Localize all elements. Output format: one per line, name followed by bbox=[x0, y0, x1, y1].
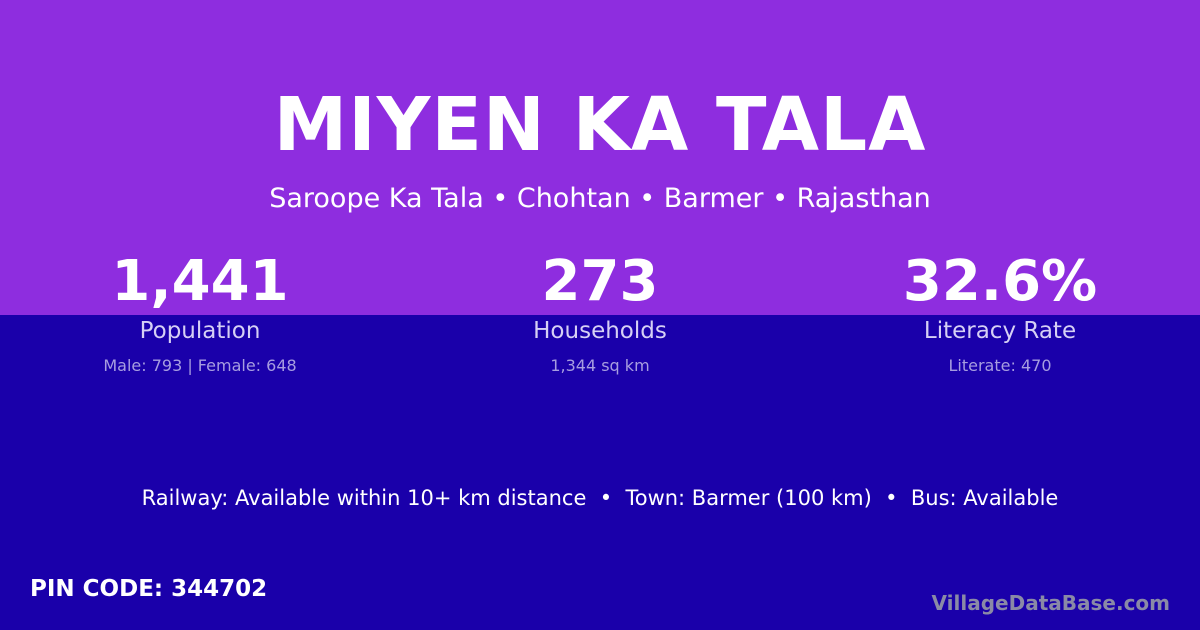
stat-value: 273 bbox=[541, 249, 659, 314]
stat-detail: Male: 793 | Female: 648 bbox=[103, 356, 297, 375]
location-breadcrumb: Saroope Ka Tala • Chohtan • Barmer • Raj… bbox=[269, 183, 931, 214]
stat-detail: Literate: 470 bbox=[948, 356, 1052, 375]
stat-literacy: 32.6% Literacy Rate Literate: 470 bbox=[800, 249, 1200, 376]
header-background bbox=[0, 0, 1200, 315]
stat-value: 1,441 bbox=[111, 249, 289, 314]
village-title: MIYEN KA TALA bbox=[273, 82, 927, 168]
stat-label: Households bbox=[533, 318, 667, 344]
brand-watermark: VillageDataBase.com bbox=[931, 591, 1170, 615]
stat-label: Population bbox=[139, 318, 261, 344]
connectivity-info: Railway: Available within 10+ km distanc… bbox=[141, 486, 1059, 510]
stat-population: 1,441 Population Male: 793 | Female: 648 bbox=[0, 249, 400, 376]
pin-code: PIN CODE: 344702 bbox=[30, 576, 268, 602]
stat-value: 32.6% bbox=[902, 249, 1098, 314]
stat-label: Literacy Rate bbox=[923, 318, 1077, 344]
stat-households: 273 Households 1,344 sq km bbox=[400, 249, 800, 376]
stat-detail: 1,344 sq km bbox=[550, 356, 650, 375]
